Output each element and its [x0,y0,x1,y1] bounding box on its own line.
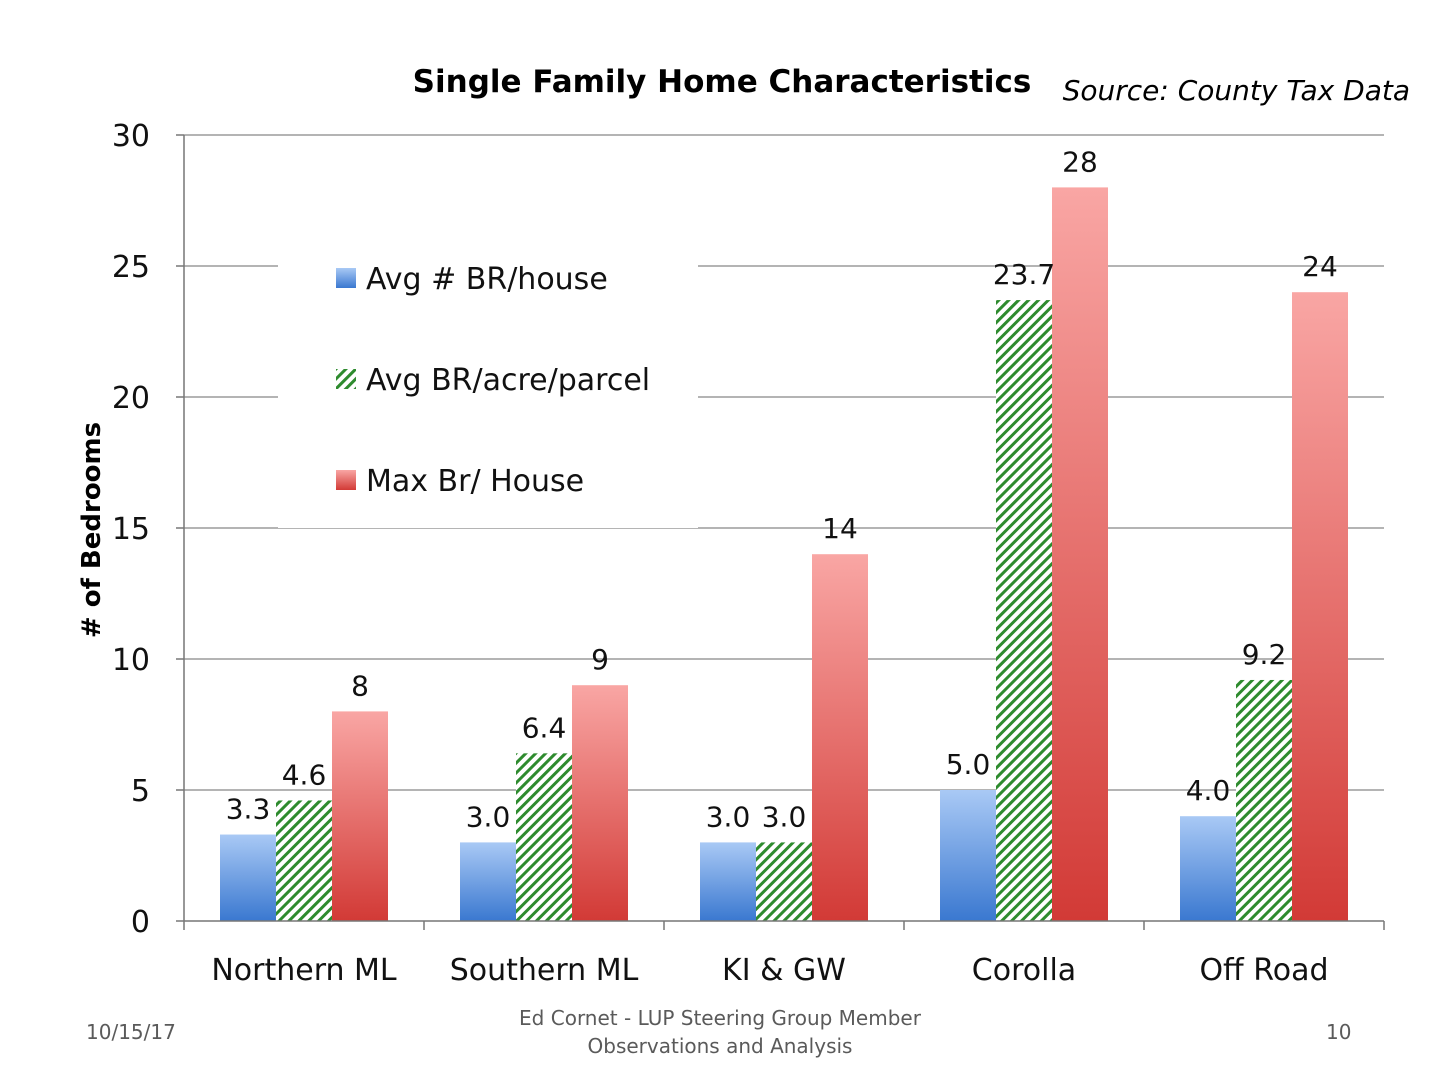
bar-label-1-0: 4.6 [282,758,327,791]
footer-attribution: Ed Cornet - LUP Steering Group Member Ob… [470,1004,970,1060]
bar-label-0-0: 3.3 [226,793,271,826]
footer-line-2: Observations and Analysis [587,1034,853,1058]
x-tick-label-4: Off Road [1199,953,1328,988]
legend: Avg # BR/house Avg BR/acre/parcel Max Br/ … [278,238,698,528]
legend-swatch-2 [336,470,356,490]
x-tick-label-0: Northern ML [211,953,397,988]
axes [176,134,1385,930]
y-axis-label: # of Bedrooms [77,422,107,638]
y-tick-label-15: 15 [112,512,150,547]
bar-label-0-3: 5.0 [946,748,991,781]
chart-title: Single Family Home Characteristics [413,64,1032,100]
bar-2-0 [332,711,388,921]
bar-label-2-0: 8 [351,669,369,702]
footer-date: 10/15/17 [86,1020,176,1044]
legend-label-0: Avg # BR/house [366,262,608,297]
legend-label-1: Avg BR/acre/parcel [366,363,650,398]
footer-page-number: 10 [1326,1020,1352,1044]
legend-swatch-1 [336,369,356,389]
y-tick-label-30: 30 [112,119,150,154]
bar-2-4 [1292,292,1348,921]
bar-label-2-4: 24 [1302,250,1338,283]
y-tick-label-10: 10 [112,643,150,678]
bar-label-2-3: 28 [1062,145,1098,178]
bar-label-0-1: 3.0 [466,800,511,833]
bar-label-2-2: 14 [822,512,858,545]
bar-1-4 [1236,679,1292,921]
y-tick-label-0: 0 [131,905,150,940]
y-tick-labels: 0 5 10 15 20 25 30 [112,119,150,940]
bar-label-0-2: 3.0 [706,800,751,833]
bar-1-1 [516,753,572,921]
bar-1-2 [756,842,812,921]
bar-label-1-2: 3.0 [762,800,807,833]
bar-2-3 [1052,187,1108,921]
bar-0-4 [1180,816,1236,921]
y-tick-label-20: 20 [112,381,150,416]
legend-label-2: Max Br/ House [366,464,584,499]
x-tick-label-1: Southern ML [450,953,639,988]
bar-label-2-1: 9 [591,643,609,676]
bar-label-1-4: 9.2 [1242,638,1287,671]
x-tick-label-2: KI & GW [722,953,846,988]
bar-label-1-3: 23.7 [993,258,1055,291]
bar-label-1-1: 6.4 [522,711,567,744]
x-tick-label-3: Corolla [972,953,1076,988]
footer-line-1: Ed Cornet - LUP Steering Group Member [519,1006,921,1030]
y-tick-label-5: 5 [131,774,150,809]
bar-0-0 [220,834,276,921]
bar-1-3 [996,300,1052,921]
bar-0-2 [700,842,756,921]
bars [220,187,1348,921]
bar-labels: 3.3 4.6 8 3.0 6.4 9 3.0 3.0 14 5.0 23.7 28 4.0 9.2 24 [226,145,1338,833]
bar-2-1 [572,685,628,921]
x-tick-labels: Northern ML Southern ML KI & GW Corolla Off … [211,953,1328,988]
bar-0-3 [940,790,996,921]
chart-source-note: Source: County Tax Data [1063,74,1410,107]
legend-swatch-0 [336,268,356,288]
bar-0-1 [460,842,516,921]
y-tick-label-25: 25 [112,250,150,285]
bar-label-0-4: 4.0 [1186,774,1231,807]
bar-2-2 [812,554,868,921]
bar-1-0 [276,800,332,921]
